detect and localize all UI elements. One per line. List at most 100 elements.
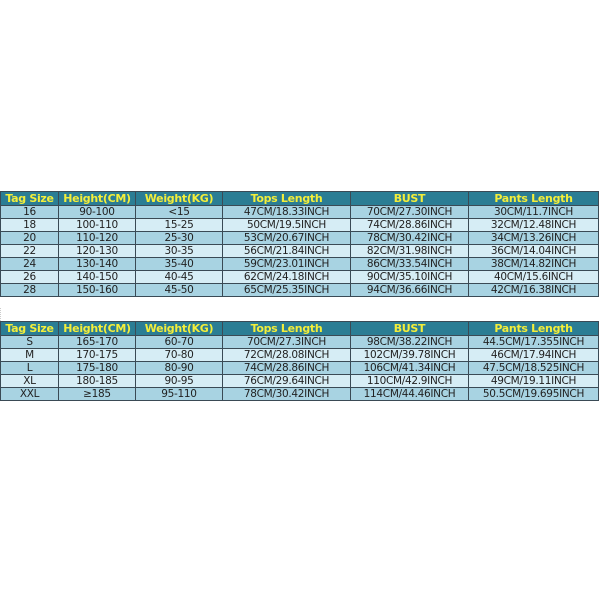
table-cell: 16	[0, 205, 59, 219]
table-cell: 65CM/25.35INCH	[222, 283, 351, 297]
header-row: Tag Size Height(CM) Weight(KG) Tops Length B…	[0, 321, 599, 336]
table-cell: 53CM/20.67INCH	[222, 231, 351, 245]
table-cell: 180-185	[58, 374, 136, 388]
table-cell: 165-170	[58, 335, 136, 349]
table-cell: 22	[0, 244, 59, 258]
column-header: Weight(KG)	[135, 321, 223, 336]
table-cell: 94CM/36.66INCH	[350, 283, 469, 297]
table-row: L 175-180 80-90 74CM/28.86INCH 106CM/41.34IN…	[0, 361, 599, 375]
table-cell: 45-50	[135, 283, 223, 297]
table-cell: M	[0, 348, 59, 362]
table-cell: 59CM/23.01INCH	[222, 257, 351, 271]
column-header: Height(CM)	[58, 191, 136, 206]
table-cell: 18	[0, 218, 59, 232]
table-cell: 30CM/11.7INCH	[468, 205, 599, 219]
table-cell: 62CM/24.18INCH	[222, 270, 351, 284]
table-cell: 78CM/30.42INCH	[350, 231, 469, 245]
table-cell: 28	[0, 283, 59, 297]
column-header: Height(CM)	[58, 321, 136, 336]
table-row: 22 120-130 30-35 56CM/21.84INCH 82CM/31.98IN…	[0, 244, 599, 258]
header-row: Tag Size Height(CM) Weight(KG) Tops Length B…	[0, 191, 599, 206]
adult-size-table: Tag Size Height(CM) Weight(KG) Tops Length B…	[0, 321, 599, 401]
column-header: Weight(KG)	[135, 191, 223, 206]
table-cell: 20	[0, 231, 59, 245]
table-cell: 36CM/14.04INCH	[468, 244, 599, 258]
table-cell: 34CM/13.26INCH	[468, 231, 599, 245]
table-row: XXL ≥185 95-110 78CM/30.42INCH 114CM/44.46IN…	[0, 387, 599, 401]
table-cell: 140-150	[58, 270, 136, 284]
table-row: S 165-170 60-70 70CM/27.3INCH 98CM/38.22INCH…	[0, 335, 599, 349]
table-cell: 32CM/12.48INCH	[468, 218, 599, 232]
table-row: 20 110-120 25-30 53CM/20.67INCH 78CM/30.42IN…	[0, 231, 599, 245]
table-cell: 50.5CM/19.695INCH	[468, 387, 599, 401]
table-cell: 40CM/15.6INCH	[468, 270, 599, 284]
table-row: 26 140-150 40-45 62CM/24.18INCH 90CM/35.10IN…	[0, 270, 599, 284]
table-cell: 56CM/21.84INCH	[222, 244, 351, 258]
table-cell: 110-120	[58, 231, 136, 245]
table-cell: 170-175	[58, 348, 136, 362]
table-cell: 47.5CM/18.525INCH	[468, 361, 599, 375]
table-cell: 70-80	[135, 348, 223, 362]
table-cell: XL	[0, 374, 59, 388]
table-cell: 120-130	[58, 244, 136, 258]
table-cell: 102CM/39.78INCH	[350, 348, 469, 362]
table-cell: 38CM/14.82INCH	[468, 257, 599, 271]
table-cell: 90-95	[135, 374, 223, 388]
table-cell: 60-70	[135, 335, 223, 349]
table-cell: 42CM/16.38INCH	[468, 283, 599, 297]
table-cell: 30-35	[135, 244, 223, 258]
table-cell: 25-30	[135, 231, 223, 245]
table-cell: 26	[0, 270, 59, 284]
table-cell: 86CM/33.54INCH	[350, 257, 469, 271]
table-cell: 44.5CM/17.355INCH	[468, 335, 599, 349]
column-header: Tops Length	[222, 191, 351, 206]
table-row: 16 90-100 <15 47CM/18.33INCH 70CM/27.30INCH 3…	[0, 205, 599, 219]
table-cell: 90-100	[58, 205, 136, 219]
kids-size-table: Tag Size Height(CM) Weight(KG) Tops Length B…	[0, 191, 599, 297]
table-cell: 106CM/41.34INCH	[350, 361, 469, 375]
table-cell: 74CM/28.86INCH	[222, 361, 351, 375]
table-row: XL 180-185 90-95 76CM/29.64INCH 110CM/42.9IN…	[0, 374, 599, 388]
table-cell: XXL	[0, 387, 59, 401]
table-cell: 47CM/18.33INCH	[222, 205, 351, 219]
column-header: Tag Size	[0, 191, 59, 206]
table-row: 18 100-110 15-25 50CM/19.5INCH 74CM/28.86INC…	[0, 218, 599, 232]
table-cell: 80-90	[135, 361, 223, 375]
table-cell: 72CM/28.08INCH	[222, 348, 351, 362]
table-cell: S	[0, 335, 59, 349]
table-cell: 130-140	[58, 257, 136, 271]
table-gap	[0, 308, 599, 321]
table-cell: 100-110	[58, 218, 136, 232]
table-cell: 70CM/27.3INCH	[222, 335, 351, 349]
table-row: 28 150-160 45-50 65CM/25.35INCH 94CM/36.66IN…	[0, 283, 599, 297]
table-cell: 76CM/29.64INCH	[222, 374, 351, 388]
column-header: Pants Length	[468, 191, 599, 206]
table-cell: 90CM/35.10INCH	[350, 270, 469, 284]
column-header: Pants Length	[468, 321, 599, 336]
table-cell: 15-25	[135, 218, 223, 232]
table-cell: 50CM/19.5INCH	[222, 218, 351, 232]
column-header: BUST	[350, 191, 469, 206]
table-cell: L	[0, 361, 59, 375]
table-cell: 40-45	[135, 270, 223, 284]
table-cell: ≥185	[58, 387, 136, 401]
table-cell: <15	[135, 205, 223, 219]
table-row: M 170-175 70-80 72CM/28.08INCH 102CM/39.78IN…	[0, 348, 599, 362]
table-row: 24 130-140 35-40 59CM/23.01INCH 86CM/33.54IN…	[0, 257, 599, 271]
table-cell: 49CM/19.11INCH	[468, 374, 599, 388]
table-cell: 114CM/44.46INCH	[350, 387, 469, 401]
table-cell: 46CM/17.94INCH	[468, 348, 599, 362]
column-header: Tag Size	[0, 321, 59, 336]
table-cell: 110CM/42.9INCH	[350, 374, 469, 388]
column-header: Tops Length	[222, 321, 351, 336]
table-cell: 98CM/38.22INCH	[350, 335, 469, 349]
table-cell: 95-110	[135, 387, 223, 401]
table-cell: 82CM/31.98INCH	[350, 244, 469, 258]
table-cell: 24	[0, 257, 59, 271]
table-cell: 35-40	[135, 257, 223, 271]
table-cell: 175-180	[58, 361, 136, 375]
table-cell: 70CM/27.30INCH	[350, 205, 469, 219]
table-cell: 74CM/28.86INCH	[350, 218, 469, 232]
table-cell: 150-160	[58, 283, 136, 297]
table-cell: 78CM/30.42INCH	[222, 387, 351, 401]
